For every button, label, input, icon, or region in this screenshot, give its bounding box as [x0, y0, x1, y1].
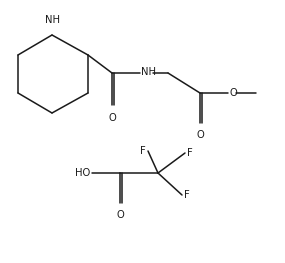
- Text: O: O: [196, 130, 204, 140]
- Text: O: O: [108, 113, 116, 123]
- Text: NH: NH: [141, 67, 156, 77]
- Text: O: O: [229, 88, 237, 98]
- Text: F: F: [187, 148, 193, 158]
- Text: O: O: [116, 210, 124, 220]
- Text: NH: NH: [44, 15, 60, 25]
- Text: F: F: [140, 146, 146, 156]
- Text: F: F: [184, 190, 190, 200]
- Text: HO: HO: [75, 168, 90, 178]
